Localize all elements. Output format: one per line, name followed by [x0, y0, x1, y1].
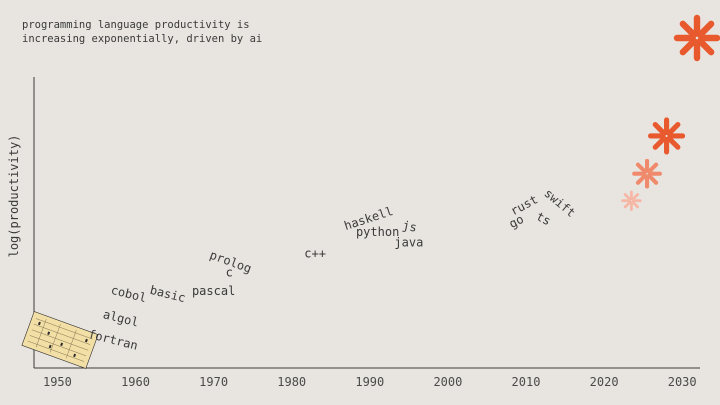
x-tick-label: 2020: [590, 375, 619, 389]
x-tick-label: 1970: [199, 375, 228, 389]
chart-title-line-1: programming language productivity is: [22, 19, 250, 31]
asterisk-logo-icon: [673, 14, 720, 62]
ai-asterisk-mark-1: [621, 190, 642, 211]
language-label-ts: ts: [534, 209, 553, 228]
language-label-pascal: pascal: [192, 284, 235, 298]
x-tick-label: 1960: [121, 375, 150, 389]
chart-title-line-2: increasing exponentially, driven by ai: [22, 33, 262, 45]
ai-asterisk-mark-3: [648, 117, 686, 155]
asterisk-logo-shape: [673, 14, 720, 62]
language-label-cobol: cobol: [109, 283, 147, 305]
language-label-js: js: [401, 218, 418, 235]
language-label-algol: algol: [102, 307, 140, 329]
ai-asterisk-mark-2: [632, 158, 662, 189]
x-tick-label: 1950: [43, 375, 72, 389]
x-axis-ticks: 1950 1960 1970 1980 1990 2000 2010 2020 2030: [43, 375, 697, 389]
punch-card-icon: [21, 311, 99, 369]
language-label-go: go: [507, 212, 526, 231]
language-label-python: python: [356, 225, 399, 239]
ai-marks: [621, 117, 686, 211]
language-label-c: c++: [304, 246, 326, 260]
x-tick-label: 2010: [512, 375, 541, 389]
language-label-fortran: fortran: [87, 327, 139, 353]
x-tick-label: 2030: [668, 375, 697, 389]
language-label-c: c: [226, 265, 233, 279]
x-tick-label: 1980: [277, 375, 306, 389]
language-label-java: java: [394, 236, 423, 250]
y-axis-label: log(productivity): [7, 135, 21, 258]
language-label-rust: rust: [508, 192, 540, 218]
x-tick-label: 2000: [433, 375, 462, 389]
language-label-basic: basic: [149, 283, 187, 305]
x-tick-label: 1990: [355, 375, 384, 389]
